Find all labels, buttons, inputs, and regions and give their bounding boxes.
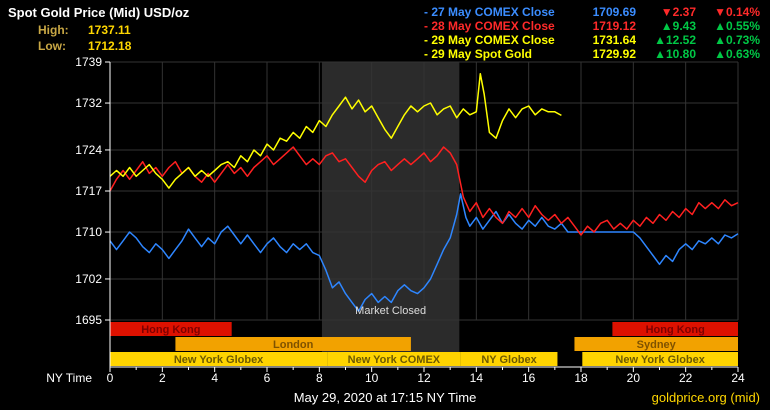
legend: - 27 May COMEX Close 1709.69 ▼2.37 ▼0.14% - … xyxy=(424,5,760,61)
price-line-spot-gold-29-may xyxy=(109,72,562,189)
x-axis-label: 18 xyxy=(574,371,588,385)
legend-change-pct: ▲0.63% xyxy=(714,47,760,61)
legend-change-pct: ▲0.55% xyxy=(714,19,760,33)
legend-value: 1719.12 xyxy=(592,19,636,33)
x-axis-label: 22 xyxy=(679,371,693,385)
y-axis-label: 1695 xyxy=(75,313,102,327)
legend-label: - 27 May COMEX Close xyxy=(424,5,555,19)
legend-label: - 29 May Spot Gold xyxy=(424,47,533,61)
x-axis-label: 0 xyxy=(107,371,114,385)
x-axis-label: 16 xyxy=(522,371,536,385)
legend-change: ▼2.37 xyxy=(660,5,696,19)
legend-value: 1731.64 xyxy=(592,33,636,47)
session-label: New York Globex xyxy=(615,354,705,366)
session-bar-new-york-globex xyxy=(110,352,328,366)
low-row: Low: 1712.18 xyxy=(38,38,131,54)
y-axis-label: 1739 xyxy=(75,55,102,69)
market-closed-label: Market Closed xyxy=(355,305,426,317)
session-label: Hong Kong xyxy=(141,324,200,336)
session-bar-new-york-comex xyxy=(327,352,461,366)
legend-label: - 28 May COMEX Close xyxy=(424,19,555,33)
session-bar-hong-kong xyxy=(110,322,232,336)
session-label: NY Globex xyxy=(481,354,537,366)
y-axis-label: 1710 xyxy=(75,225,102,239)
low-value: 1712.18 xyxy=(88,39,132,53)
legend-value: 1729.92 xyxy=(592,47,636,61)
legend-row: - 29 May Spot Gold 1729.92 ▲10.80 ▲0.63% xyxy=(424,47,760,61)
session-bar-sydney xyxy=(574,337,738,351)
legend-row: - 28 May COMEX Close 1719.12 ▲9.43 ▲0.55% xyxy=(424,19,760,33)
y-axis-label: 1724 xyxy=(75,143,102,157)
price-line-comex-close-28-may xyxy=(109,146,739,236)
legend-row: - 27 May COMEX Close 1709.69 ▼2.37 ▼0.14% xyxy=(424,5,760,19)
x-axis-label: 12 xyxy=(417,371,431,385)
legend-row: - 29 May COMEX Close 1731.64 ▲12.52 ▲0.73% xyxy=(424,33,760,47)
x-axis-label: 2 xyxy=(159,371,166,385)
legend-change-pct: ▼0.14% xyxy=(714,5,760,19)
legend-change: ▲10.80 xyxy=(654,47,696,61)
page-title: Spot Gold Price (Mid) USD/oz xyxy=(8,5,190,20)
price-line-comex-close-27-may xyxy=(109,193,739,312)
high-row: High: 1737.11 xyxy=(38,22,131,38)
y-axis-label: 1717 xyxy=(75,184,102,198)
session-label: Sydney xyxy=(637,339,677,351)
x-axis-label: 24 xyxy=(731,371,745,385)
session-label: New York COMEX xyxy=(348,354,441,366)
x-axis-title: NY Time xyxy=(46,371,92,385)
source-watermark: goldprice.org (mid) xyxy=(651,390,760,405)
session-label: New York Globex xyxy=(174,354,264,366)
timestamp: May 29, 2020 at 17:15 NY Time xyxy=(293,390,477,405)
legend-change: ▲12.52 xyxy=(654,33,696,47)
high-low-block: High: 1737.11 Low: 1712.18 xyxy=(38,22,131,54)
low-label: Low: xyxy=(38,39,66,53)
session-label: Hong Kong xyxy=(646,324,705,336)
high-label: High: xyxy=(38,23,69,37)
x-axis-label: 10 xyxy=(365,371,379,385)
x-axis-label: 20 xyxy=(627,371,641,385)
x-axis-label: 4 xyxy=(211,371,218,385)
y-axis-label: 1702 xyxy=(75,272,102,286)
x-axis-label: 6 xyxy=(264,371,271,385)
x-axis-label: 14 xyxy=(470,371,484,385)
session-label: London xyxy=(273,339,314,351)
legend-change-pct: ▲0.73% xyxy=(714,33,760,47)
legend-label: - 29 May COMEX Close xyxy=(424,33,555,47)
x-axis-label: 8 xyxy=(316,371,323,385)
session-bar-hong-kong xyxy=(612,322,738,336)
session-bar-new-york-globex xyxy=(582,352,738,366)
high-value: 1737.11 xyxy=(88,23,131,37)
y-axis-label: 1732 xyxy=(75,96,102,110)
legend-value: 1709.69 xyxy=(592,5,636,19)
legend-change: ▲9.43 xyxy=(660,19,696,33)
session-bar-london xyxy=(175,337,411,351)
session-bar-ny-globex xyxy=(460,352,558,366)
